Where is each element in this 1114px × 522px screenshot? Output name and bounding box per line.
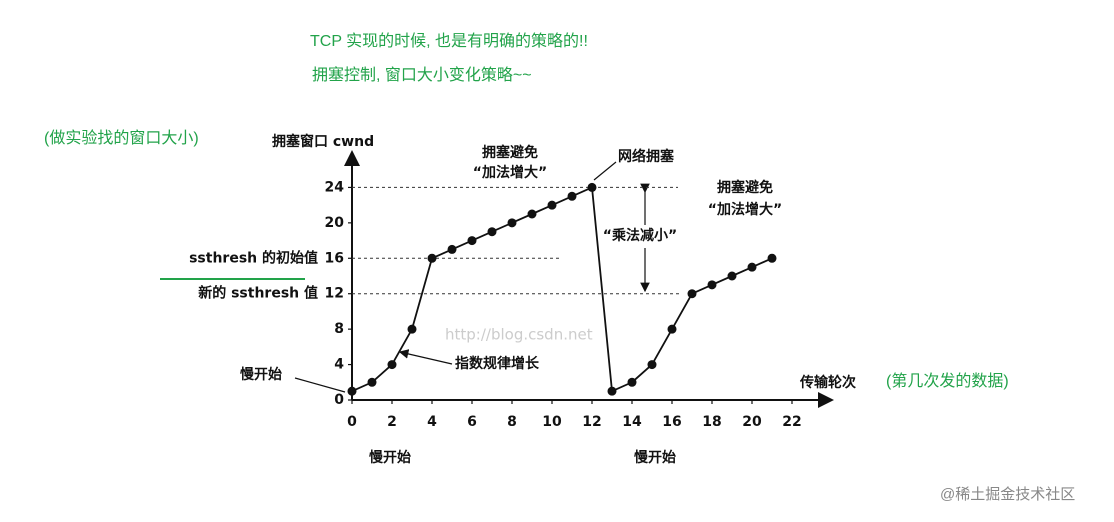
data-point: [727, 271, 737, 281]
pointer: [294, 377, 346, 393]
annotation: 网络拥塞: [618, 148, 675, 165]
annotation: 慢开始: [634, 449, 676, 466]
x-tick-label: 8: [507, 414, 517, 430]
data-point: [607, 386, 617, 396]
y-tick-label: 0: [334, 392, 344, 408]
y-tick-label: 4: [334, 357, 344, 373]
x-tick-label: 4: [427, 414, 437, 430]
y-axis-title: 拥塞窗口 cwnd: [272, 133, 374, 150]
data-point: [587, 182, 597, 192]
data-point: [347, 386, 357, 396]
annotation: 指数规律增长: [455, 355, 540, 372]
x-axis-title: 传输轮次: [799, 374, 856, 391]
data-point: [467, 236, 477, 246]
watermark: @稀土掘金技术社区: [940, 486, 1075, 503]
data-point: [687, 289, 697, 299]
annotation: 慢开始: [240, 366, 282, 383]
pointer: [593, 161, 617, 181]
data-point: [387, 360, 397, 370]
note: 拥塞控制, 窗口大小变化策略~~: [312, 66, 532, 84]
arrow: [398, 349, 453, 365]
data-point: [367, 377, 377, 387]
reference-label: 新的 ssthresh 值: [198, 285, 318, 302]
note: (第几次发的数据): [886, 372, 1009, 390]
data-point: [547, 200, 557, 210]
x-tick-label: 2: [387, 414, 397, 430]
data-point: [667, 324, 677, 334]
annotation: “加法增大”: [708, 201, 782, 218]
data-point: [427, 253, 437, 263]
annotation: “加法增大”: [473, 164, 547, 181]
x-tick-label: 12: [582, 414, 601, 430]
annotation: “乘法减小”: [603, 227, 677, 244]
data-line: [351, 186, 773, 393]
x-tick-label: 18: [702, 414, 721, 430]
x-tick-label: 14: [622, 414, 642, 430]
note: TCP 实现的时候, 也是有明确的策略的!!: [310, 32, 588, 50]
data-point: [447, 244, 457, 254]
note: (做实验找的窗口大小): [44, 129, 199, 147]
data-point: [767, 253, 777, 263]
x-tick-label: 6: [467, 414, 477, 430]
y-tick-label: 20: [325, 215, 345, 231]
x-tick-label: 16: [662, 414, 681, 430]
watermark: http://blog.csdn.net: [445, 326, 593, 344]
y-tick-label: 12: [325, 286, 344, 302]
x-tick-label: 22: [782, 414, 801, 430]
data-point: [487, 227, 497, 237]
y-tick-label: 8: [334, 321, 344, 337]
data-point: [407, 324, 417, 334]
data-point: [707, 280, 717, 290]
annotation: 慢开始: [369, 449, 411, 466]
x-tick-label: 20: [742, 414, 762, 430]
x-tick-label: 10: [542, 414, 562, 430]
reference-label: ssthresh 的初始值: [189, 249, 318, 266]
data-point: [567, 191, 577, 201]
y-tick-label: 24: [325, 179, 345, 195]
data-point: [647, 360, 657, 370]
data-point: [507, 218, 517, 228]
data-point: [627, 377, 637, 387]
annotation: 拥塞避免: [717, 179, 773, 196]
data-point: [527, 209, 537, 219]
annotation: 拥塞避免: [482, 144, 538, 161]
y-tick-label: 16: [325, 250, 344, 266]
data-point: [747, 262, 757, 272]
x-tick-label: 0: [347, 414, 357, 430]
